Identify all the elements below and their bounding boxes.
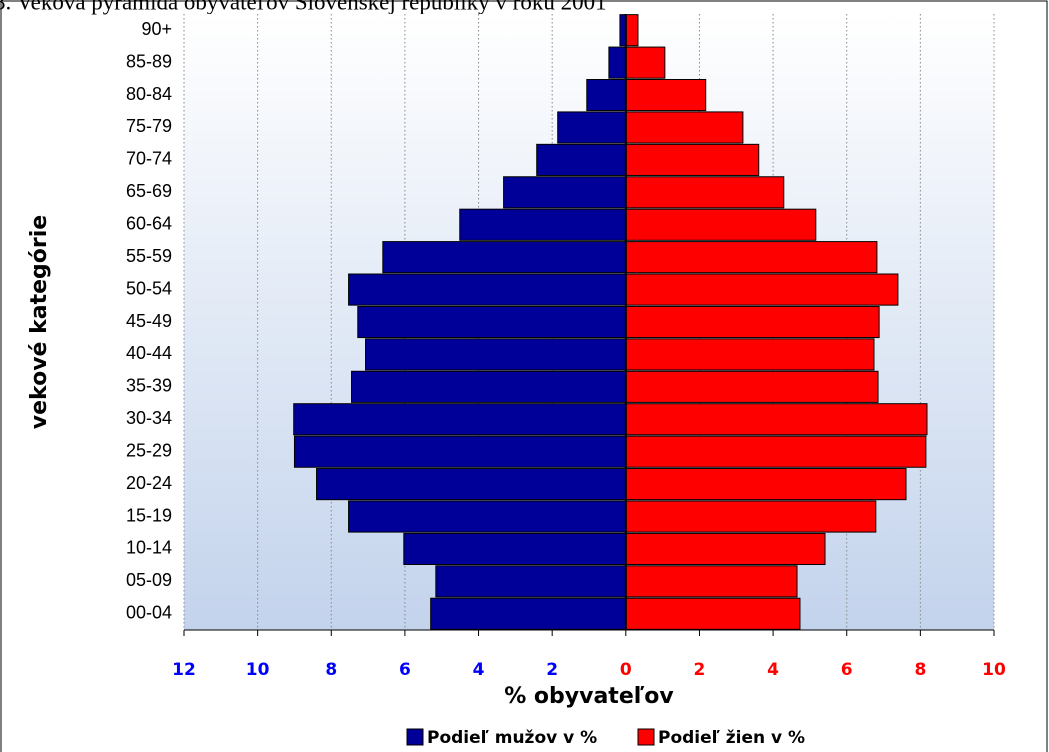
y-tick-label: 60-64 [126, 213, 172, 233]
x-axis-label: % obyvateľov [504, 684, 674, 709]
y-tick-label: 20-24 [126, 473, 172, 493]
y-tick-label: 45-49 [126, 311, 172, 331]
x-tick-label: 8 [914, 660, 926, 680]
x-tick-label: 8 [325, 660, 337, 680]
x-tick-label: 4 [767, 660, 779, 680]
bar [625, 78, 707, 112]
bar [625, 468, 907, 501]
y-axis-label: vekové kategórie [27, 215, 52, 429]
bar [625, 597, 801, 630]
bar [357, 305, 627, 339]
bar [293, 435, 627, 468]
legend-label: Podieľ žien v % [658, 728, 805, 748]
bar [430, 597, 627, 630]
bar [625, 46, 666, 79]
y-tick-label: 90+ [141, 19, 172, 39]
bar [625, 14, 639, 47]
y-tick-label: 05-09 [126, 570, 172, 590]
legend-swatch [637, 728, 655, 746]
y-tick-label: 80-84 [126, 84, 172, 104]
y-tick-label: 25-29 [126, 440, 172, 460]
x-tick-label: 12 [172, 660, 196, 680]
bar [625, 370, 879, 403]
x-tick-label: 6 [841, 660, 853, 680]
x-tick-label: 4 [473, 660, 485, 680]
bar [625, 176, 785, 209]
y-tick-label: 35-39 [126, 376, 172, 396]
bar [625, 500, 877, 533]
bar [625, 403, 928, 436]
bar [435, 565, 627, 598]
x-tick-label: 2 [546, 660, 558, 680]
bar [316, 468, 627, 501]
y-tick-label: 75-79 [126, 116, 172, 136]
y-tick-label: 85-89 [126, 51, 172, 71]
bar [625, 241, 878, 274]
bar [403, 532, 627, 566]
x-tick-label: 0 [620, 660, 632, 680]
y-tick-label: 40-44 [126, 343, 172, 363]
bar [382, 241, 627, 274]
bar [459, 208, 627, 241]
legend-swatch [406, 728, 424, 746]
bar [625, 532, 826, 566]
x-tick-label: 2 [694, 660, 706, 680]
bar [625, 338, 875, 371]
x-tick-label: 10 [982, 660, 1006, 680]
x-tick-label: 6 [399, 660, 411, 680]
y-tick-label: 65-69 [126, 181, 172, 201]
bar [608, 46, 627, 79]
y-tick-label: 70-74 [126, 149, 172, 169]
bar [625, 143, 760, 176]
x-tick-label: 10 [246, 660, 270, 680]
bar [503, 176, 627, 209]
bar [625, 273, 899, 306]
bar [348, 500, 627, 533]
y-tick-label: 10-14 [126, 538, 172, 558]
y-tick-label: 55-59 [126, 246, 172, 266]
bar [625, 435, 927, 468]
y-tick-label: 50-54 [126, 278, 172, 298]
y-tick-label: 00-04 [126, 603, 172, 623]
bar [557, 111, 627, 144]
bar [351, 370, 627, 403]
bar [625, 111, 744, 144]
bar [536, 143, 627, 176]
bar [348, 273, 627, 306]
y-tick-label: 15-19 [126, 505, 172, 525]
bar [625, 305, 880, 339]
bar [625, 565, 798, 598]
bar [365, 338, 627, 371]
bar [625, 208, 817, 241]
y-tick-label: 30-34 [126, 408, 172, 428]
legend-label: Podieľ mužov v % [427, 728, 597, 748]
chart-title: 3. Veková pyramída obyvateľov Slovenskej… [0, 0, 607, 14]
bar [586, 78, 627, 112]
bar [293, 403, 627, 436]
